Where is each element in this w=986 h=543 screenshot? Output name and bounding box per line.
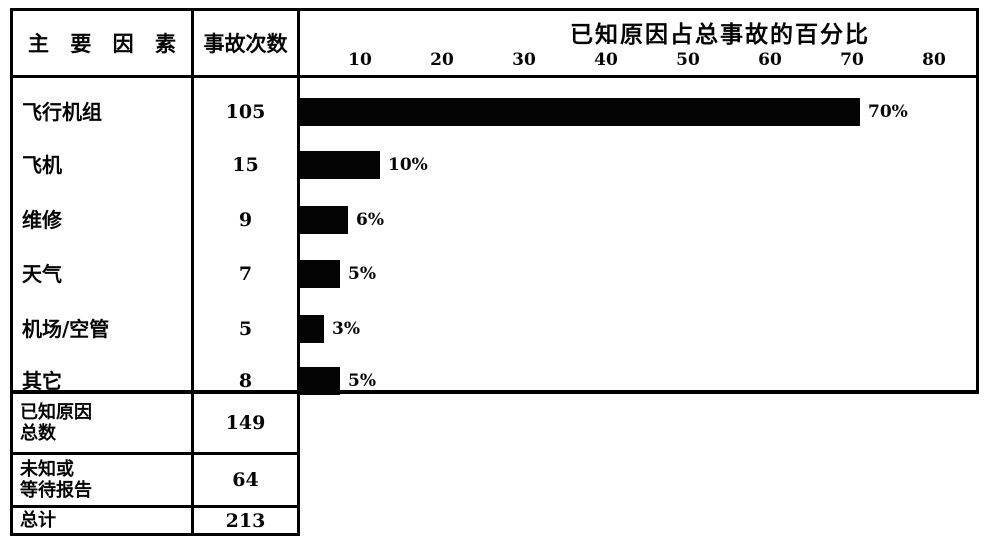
column-divider-factor-count [191,8,194,536]
bar [300,206,348,234]
chart-bottom-line [10,390,979,394]
summary-separator-2 [10,505,300,508]
bar [300,98,860,126]
summary-separator-1 [10,452,300,455]
factor-label: 飞行机组 [22,100,102,124]
factor-label: 机场/空管 [22,317,110,341]
factor-column-header: 主 要 因 素 [28,32,183,56]
bar [300,367,340,395]
column-divider-count-chart [297,8,300,536]
summary-count: 213 [225,509,266,532]
summary-label: 未知或 等待报告 [20,459,92,501]
bar-value-label: 70% [868,102,908,122]
table-border-right [976,8,979,393]
summary-label: 已知原因 总数 [20,402,92,444]
bar-value-label: 10% [388,155,428,175]
count-value: 5 [238,318,253,340]
bar-value-label: 3% [332,319,360,339]
bar [300,315,324,343]
summary-label: 总计 [20,510,56,531]
bar [300,151,380,179]
bar [300,260,340,288]
count-value: 105 [225,101,266,123]
table-border-top [10,8,979,11]
bar-value-label: 5% [348,264,376,284]
x-axis-tick: 80 [922,50,946,70]
count-column-header: 事故次数 [203,32,288,56]
factor-label: 天气 [22,262,62,286]
x-axis-tick: 30 [512,50,536,70]
factor-label: 飞机 [22,153,62,177]
x-axis-tick: 10 [348,50,372,70]
header-separator-line [10,75,979,78]
x-axis-tick: 50 [676,50,700,70]
chart-title: 已知原因占总事故的百分比 [570,22,870,48]
factor-label: 其它 [22,369,62,393]
summary-count: 149 [225,412,266,434]
table-border-left [10,8,13,536]
x-axis-tick: 40 [594,50,618,70]
table-border-bottom [10,533,300,536]
bar-value-label: 6% [356,210,384,230]
count-value: 15 [232,154,259,176]
x-axis-tick: 20 [430,50,454,70]
count-value: 7 [238,263,253,285]
x-axis-tick: 70 [840,50,864,70]
bar-value-label: 5% [348,371,376,391]
x-axis-tick: 60 [758,50,782,70]
count-value: 9 [238,209,253,231]
count-value: 8 [238,370,253,392]
summary-count: 64 [232,469,259,491]
factor-label: 维修 [22,208,62,232]
